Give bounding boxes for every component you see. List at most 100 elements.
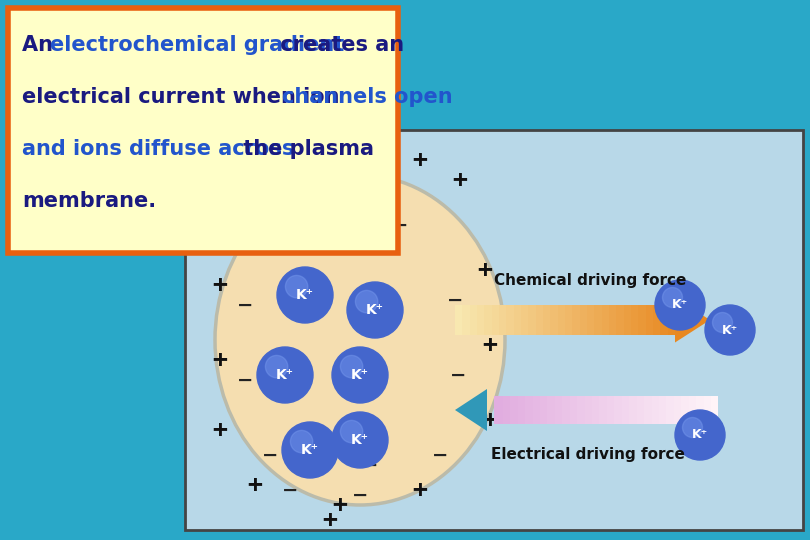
Bar	[547, 396, 555, 424]
Bar	[531, 396, 540, 424]
Bar	[514, 305, 522, 335]
Circle shape	[257, 347, 313, 403]
Bar	[702, 396, 711, 424]
Bar	[576, 396, 585, 424]
Text: An: An	[22, 35, 60, 55]
Bar	[680, 396, 688, 424]
Bar	[509, 396, 518, 424]
Ellipse shape	[215, 175, 505, 505]
Text: +: +	[212, 348, 228, 372]
Text: +: +	[237, 198, 253, 222]
Text: Electrical driving force: Electrical driving force	[491, 448, 685, 462]
Bar	[565, 305, 573, 335]
Bar	[584, 396, 592, 424]
Bar	[587, 305, 595, 335]
Text: +: +	[248, 473, 262, 497]
Bar	[624, 305, 632, 335]
Bar	[524, 396, 533, 424]
Text: +: +	[352, 143, 368, 167]
Bar	[8, 8, 398, 253]
Circle shape	[663, 287, 683, 307]
Text: +: +	[288, 153, 302, 177]
Circle shape	[340, 421, 363, 443]
Text: K⁺: K⁺	[692, 429, 708, 442]
Bar	[599, 396, 607, 424]
Circle shape	[655, 280, 705, 330]
Text: +: +	[478, 258, 492, 282]
Text: Chemical driving force: Chemical driving force	[494, 273, 686, 287]
Bar	[629, 396, 637, 424]
Text: K⁺: K⁺	[366, 303, 384, 317]
Bar	[561, 396, 569, 424]
Bar	[650, 396, 659, 424]
Bar	[569, 396, 578, 424]
Bar	[591, 396, 599, 424]
Bar	[688, 396, 696, 424]
Bar	[543, 305, 552, 335]
Circle shape	[675, 410, 725, 460]
Text: −: −	[392, 215, 408, 234]
Circle shape	[332, 347, 388, 403]
Text: −: −	[282, 481, 298, 500]
Text: +: +	[483, 408, 497, 432]
Text: electrical current when ion: electrical current when ion	[22, 87, 347, 107]
Bar	[673, 396, 681, 424]
Text: +: +	[322, 508, 338, 532]
Text: channels open: channels open	[283, 87, 453, 107]
Bar	[521, 305, 529, 335]
Circle shape	[713, 313, 732, 333]
Bar	[470, 305, 478, 335]
Bar	[185, 130, 803, 530]
Circle shape	[266, 355, 288, 378]
Bar	[506, 305, 514, 335]
Circle shape	[282, 422, 338, 478]
Bar	[658, 396, 667, 424]
Bar	[602, 305, 610, 335]
Text: K⁺: K⁺	[296, 288, 314, 302]
Text: −: −	[277, 215, 293, 234]
Bar	[660, 305, 669, 335]
Bar	[517, 396, 525, 424]
Bar	[528, 305, 537, 335]
Bar	[695, 396, 704, 424]
Circle shape	[347, 282, 403, 338]
Bar	[494, 396, 503, 424]
Text: −: −	[432, 446, 448, 464]
Text: −: −	[362, 456, 378, 475]
FancyArrow shape	[455, 389, 487, 431]
Bar	[606, 396, 614, 424]
Bar	[492, 305, 500, 335]
Text: +: +	[212, 418, 228, 442]
Bar	[636, 396, 644, 424]
Bar	[477, 305, 485, 335]
Bar	[550, 305, 559, 335]
Text: −: −	[352, 485, 369, 504]
Bar	[667, 305, 676, 335]
Text: electrochemical gradient: electrochemical gradient	[50, 35, 344, 55]
Circle shape	[291, 430, 313, 453]
Bar	[643, 396, 651, 424]
Bar	[616, 305, 625, 335]
Text: +: +	[453, 168, 467, 192]
Text: K⁺: K⁺	[671, 299, 688, 312]
Text: +: +	[483, 333, 497, 357]
Circle shape	[332, 412, 388, 468]
Text: +: +	[212, 273, 228, 297]
Text: creates an: creates an	[273, 35, 404, 55]
Bar	[502, 396, 510, 424]
Text: −: −	[237, 370, 254, 389]
Circle shape	[356, 291, 377, 313]
Bar	[580, 305, 588, 335]
Bar	[539, 396, 548, 424]
Text: K⁺: K⁺	[301, 443, 319, 457]
Bar	[653, 305, 661, 335]
Text: and ions diffuse across: and ions diffuse across	[22, 139, 294, 159]
Bar	[463, 305, 471, 335]
Text: −: −	[447, 291, 463, 309]
Bar	[554, 396, 562, 424]
Bar	[665, 396, 674, 424]
Text: −: −	[332, 206, 348, 225]
Text: +: +	[412, 148, 428, 172]
Circle shape	[277, 267, 333, 323]
Text: −: −	[237, 295, 254, 314]
